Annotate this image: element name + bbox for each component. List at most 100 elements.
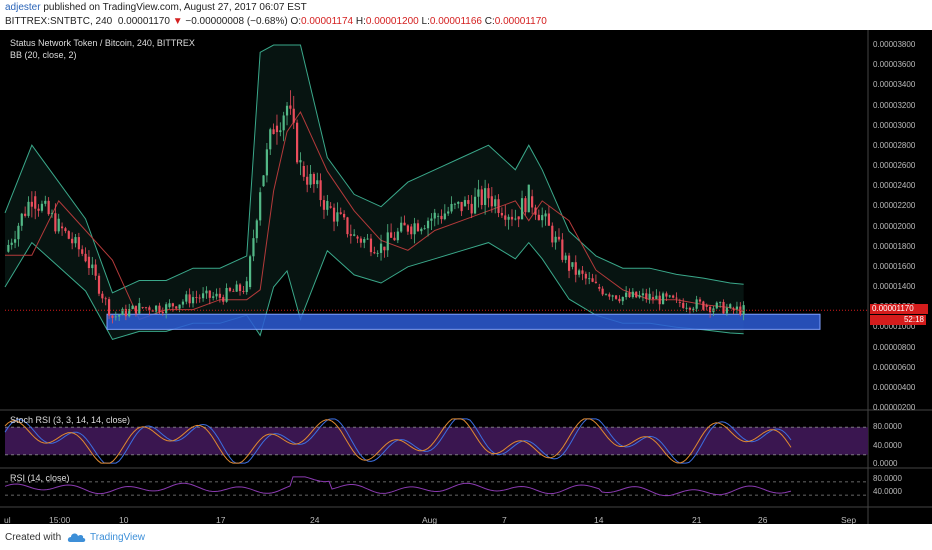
current-price-tag: 0.00001170 (870, 304, 928, 314)
candle-body (20, 213, 23, 226)
candle-body (64, 228, 67, 232)
high-value: 0.00001200 (365, 16, 419, 27)
candle-body (285, 105, 289, 116)
candle-body (567, 255, 571, 271)
rsi-label[interactable]: RSI (14, close) (10, 473, 70, 483)
footer: Created with TradingView (0, 524, 932, 550)
candle-body (635, 291, 638, 298)
tradingview-brand[interactable]: TradingView (90, 532, 146, 543)
candle-body (437, 215, 440, 217)
price-tick-label: 0.00000400 (873, 382, 916, 392)
candle-body (578, 270, 581, 275)
candle-body (729, 304, 732, 308)
candle-body (185, 294, 188, 302)
candle-body (91, 264, 94, 269)
candle-body (547, 213, 551, 226)
candle-body (661, 293, 665, 305)
candle-body (621, 296, 624, 302)
candle-body (668, 295, 671, 297)
candle-body (77, 237, 80, 250)
candle-body (94, 264, 97, 276)
price-tick-label: 0.00003400 (873, 80, 916, 90)
close-value: 0.00001170 (494, 16, 547, 27)
candle-body (81, 249, 84, 254)
candle-body (104, 298, 107, 300)
candle-body (175, 306, 178, 309)
candle-body (40, 203, 44, 211)
candle-body (118, 315, 121, 317)
candle-body (188, 294, 191, 304)
candle-body (141, 307, 144, 308)
candle-body (433, 212, 436, 219)
candle-body (477, 189, 480, 197)
candle-body (675, 297, 678, 299)
candle-body (269, 129, 272, 150)
candle-body (524, 198, 527, 213)
candle-body (514, 218, 517, 220)
candle-body (242, 291, 245, 292)
stoch-tick-label: 40.0000 (873, 440, 902, 450)
date-tick-label: 14 (594, 515, 604, 525)
candle-body (292, 108, 295, 123)
candle-body (541, 215, 544, 221)
candle-body (363, 239, 366, 243)
candle-body (228, 288, 232, 291)
candle-body (336, 212, 339, 222)
date-tick-label: 17 (216, 515, 226, 525)
candle-body (34, 196, 37, 209)
candle-body (695, 299, 698, 309)
candle-body (24, 213, 27, 216)
rsi-tick-label: 40.0000 (873, 486, 902, 496)
candle-body (255, 220, 258, 239)
candle-body (604, 294, 608, 296)
candle-body (551, 225, 554, 243)
chart-header: adjester published on TradingView.com, A… (0, 0, 932, 30)
stoch-rsi-label[interactable]: Stoch RSI (3, 3, 14, 14, close) (10, 415, 131, 425)
candle-body (715, 302, 718, 309)
candle-body (57, 218, 60, 232)
candle-body (262, 175, 265, 187)
rsi-line (4, 476, 792, 497)
candle-body (356, 236, 359, 239)
candle-body (531, 196, 534, 208)
candle-body (564, 255, 567, 260)
chart-canvas[interactable] (0, 30, 932, 524)
candle-body (279, 130, 282, 133)
author-link[interactable]: adjester (5, 2, 41, 13)
candle-body (222, 297, 225, 302)
candle-body (527, 184, 530, 213)
candle-body (601, 288, 604, 295)
publish-info: published on TradingView.com, August 27,… (40, 2, 307, 13)
tradingview-cloud-icon (67, 533, 86, 542)
change-arrow-icon: ▼ (172, 16, 183, 27)
candle-body (299, 160, 302, 163)
price-tick-label: 0.00001600 (873, 261, 916, 271)
candle-body (416, 223, 420, 232)
candle-body (289, 105, 292, 109)
candle-body (195, 297, 198, 298)
main-pane-title: Status Network Token / Bitcoin, 240, BIT… (10, 38, 195, 48)
candle-body (631, 291, 634, 298)
chart-area[interactable] (0, 30, 932, 524)
candle-body (510, 216, 514, 220)
candle-body (611, 295, 614, 297)
candle-body (480, 189, 483, 205)
candle-body (151, 310, 154, 312)
candle-body (296, 122, 299, 163)
last-price: 0.00001170 (117, 16, 170, 27)
date-tick-label: 15:00 (49, 515, 71, 525)
candle-body (708, 306, 712, 313)
date-tick-label: Sep (841, 515, 857, 525)
candle-body (54, 213, 57, 232)
candle-body (27, 201, 30, 216)
candle-body (537, 214, 540, 221)
candle-body (638, 295, 641, 298)
candle-body (198, 297, 201, 299)
candle-body (645, 293, 648, 299)
candle-body (124, 308, 127, 317)
bb-indicator-label[interactable]: BB (20, close, 2) (10, 50, 77, 60)
candle-body (507, 216, 510, 220)
candle-body (584, 273, 587, 279)
candle-body (453, 203, 457, 205)
candle-body (13, 239, 17, 243)
